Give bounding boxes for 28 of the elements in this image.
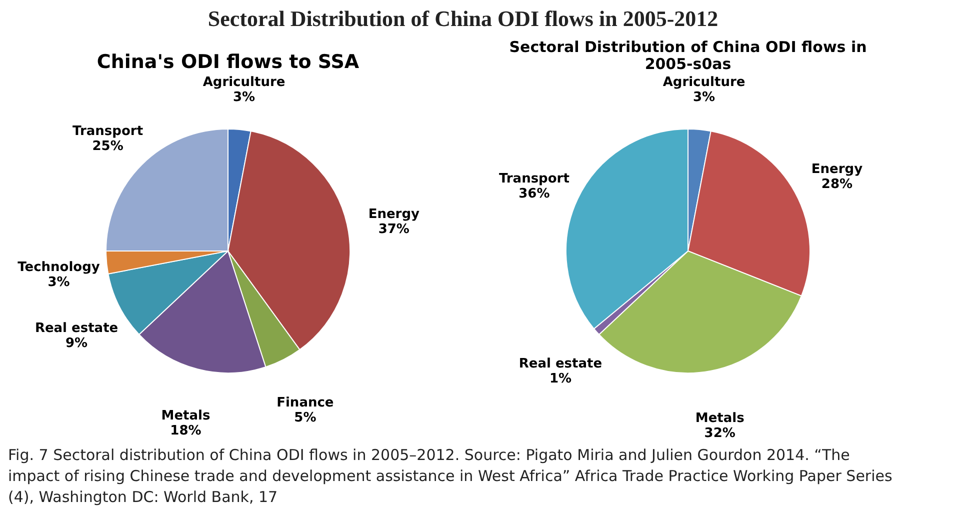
slice-label: Real estate <box>518 356 602 372</box>
caption: Fig. 7 Sectoral distribution of China ODI flows in 2005–2012. Source: Pigato Miria and Julien Gourdon 2014. “The impact of rising Chinese trade and development assistance in West Africa” Africa Trade Practice Working Paper Series (4), Washington DC: World Bank, 17 <box>8 446 892 506</box>
data-label: 28% <box>821 177 853 192</box>
data-label: 37% <box>378 222 410 237</box>
slice-label: Energy <box>811 162 864 178</box>
slice-label: Transport <box>498 172 570 187</box>
data-label: 25% <box>92 138 124 154</box>
data-label: 9% <box>65 336 88 352</box>
slice-label: Real estate <box>34 321 118 336</box>
data-label: 3% <box>48 275 70 290</box>
chart-title: China's ODI flows to SSA <box>96 50 360 73</box>
slice-label: Agriculture <box>202 74 286 90</box>
data-label: 36% <box>518 186 550 202</box>
data-label: 18% <box>170 424 202 439</box>
slice-label: Metals <box>161 408 210 424</box>
data-label: 32% <box>704 426 736 441</box>
data-label: 5% <box>294 410 316 426</box>
slice-label: Technology <box>18 260 100 275</box>
text: Sectoral Distribution of China ODI flows in 2005-2012 <box>208 6 718 31</box>
slice-label: Transport <box>72 124 144 139</box>
data-label: 3% <box>232 90 256 105</box>
chart-title: Sectoral Distribution of China ODI flows in 2005-s0as <box>509 38 867 73</box>
slice-label: Metals <box>695 410 745 426</box>
slice-label: Agriculture <box>662 74 746 90</box>
slice-label: Energy <box>368 206 420 222</box>
data-label: 3% <box>692 90 716 105</box>
data-label: 1% <box>549 371 572 386</box>
slice-label: Finance <box>276 395 334 410</box>
